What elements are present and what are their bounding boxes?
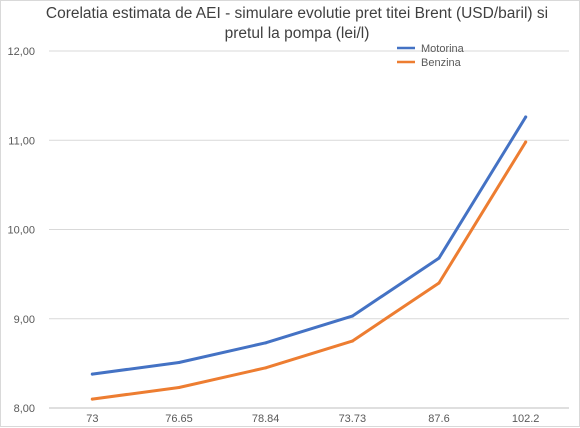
- x-tick-label: 73.73: [339, 413, 367, 425]
- chart-title-line-1: Corelatia estimata de AEI - simulare evo…: [46, 5, 548, 22]
- x-tick-label: 102.2: [512, 413, 540, 425]
- legend-label: Motorina: [421, 43, 465, 55]
- y-tick-label: 8,00: [14, 403, 35, 415]
- x-axis-ticks: 73 76.65 78.84 73.73 87.6 102.2: [86, 413, 539, 425]
- series-line-benzina: [90, 140, 528, 401]
- y-tick-label: 11,00: [8, 135, 35, 147]
- data-point: [90, 372, 94, 376]
- data-point: [177, 385, 181, 389]
- y-axis-ticks: 8,00 9,00 10,00 11,00 12,00: [7, 46, 35, 415]
- data-point: [437, 281, 441, 285]
- legend: Motorina Benzina: [397, 43, 465, 69]
- data-point: [437, 256, 441, 260]
- y-tick-label: 9,00: [14, 314, 35, 326]
- x-tick-label: 76.65: [165, 413, 193, 425]
- x-tick-label: 87.6: [428, 413, 449, 425]
- data-point: [350, 339, 354, 343]
- x-tick-label: 78.84: [252, 413, 280, 425]
- gridlines: [49, 50, 569, 409]
- y-tick-label: 10,00: [7, 225, 35, 237]
- data-point: [350, 314, 354, 318]
- y-tick-label: 12,00: [7, 46, 35, 58]
- series-lines: [90, 115, 528, 401]
- data-point: [524, 115, 528, 119]
- series-line-motorina: [90, 115, 528, 376]
- data-point: [90, 397, 94, 401]
- legend-label: Benzina: [421, 57, 462, 69]
- data-point: [177, 360, 181, 364]
- data-point: [264, 341, 268, 345]
- chart-title-line-2: pretul la pompa (lei/l): [225, 25, 370, 42]
- x-tick-label: 73: [86, 413, 98, 425]
- data-point: [524, 140, 528, 144]
- data-point: [264, 366, 268, 370]
